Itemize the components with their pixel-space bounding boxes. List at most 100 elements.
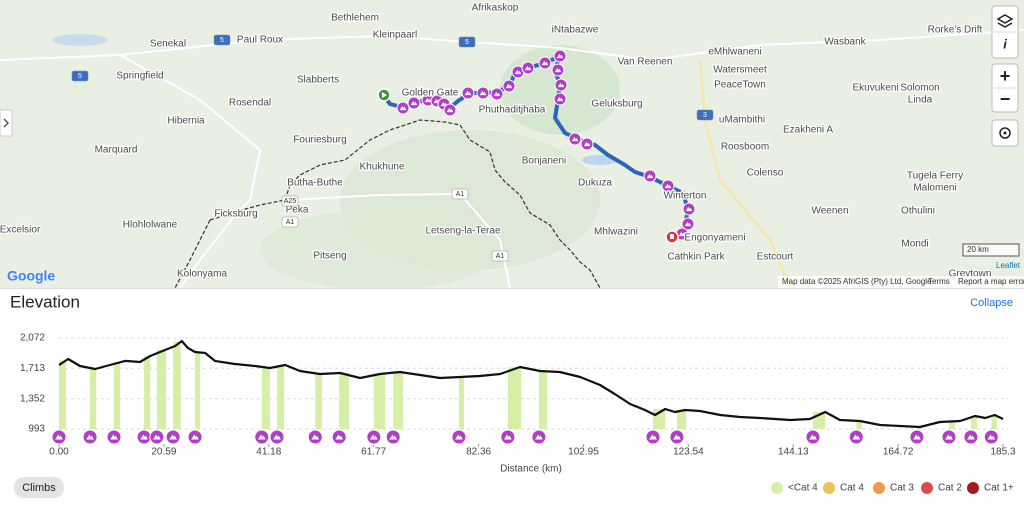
road-shield [281, 216, 299, 228]
climb-bar [195, 352, 201, 429]
place-label: Hibernia [167, 116, 205, 127]
place-label: eMhlwaneni [708, 47, 761, 58]
mountain-glyph [335, 434, 344, 440]
climb-bar [156, 349, 166, 429]
place-label: Cathkin Park [667, 252, 725, 263]
mountain-glyph [191, 434, 199, 440]
mountain-glyph [503, 434, 512, 440]
place-label: Tugela Ferry [907, 171, 963, 182]
start-marker[interactable] [377, 88, 391, 102]
zoom-in[interactable]: + [1000, 66, 1011, 86]
elevation-chart: Distance (km) 993 1,352 1,713 2,072 0.00 20.5… [20, 333, 1016, 494]
place-label: Excelsior [0, 225, 41, 236]
border [209, 119, 601, 288]
climb-bar [90, 367, 97, 429]
road [119, 54, 262, 288]
climb-bar [393, 372, 403, 429]
mountain-glyph [556, 96, 564, 102]
road-shield-label: 5 [220, 37, 224, 44]
climb-bar [970, 416, 978, 429]
zoom-out[interactable]: − [1000, 89, 1011, 109]
mountain-glyph [685, 206, 693, 212]
google-logo: Google [7, 268, 55, 284]
place-label: Afrikaskop [472, 3, 519, 14]
place-label: Geluksburg [591, 99, 642, 110]
y-tick-label: 1,352 [20, 393, 45, 404]
place-label: Ezakheni A [783, 125, 833, 136]
sidebar-toggle[interactable] [0, 109, 13, 137]
place-labels: Bethlehem Afrikaskop iNtabazwe Senekal Paul … [0, 1, 993, 281]
mountain-glyph [556, 53, 564, 59]
water [52, 34, 108, 46]
climb-bar [277, 365, 285, 429]
x-tick-label: 123.54 [673, 447, 704, 458]
climb-bar [315, 373, 322, 429]
mountain-glyph [455, 434, 463, 440]
road-shield [281, 195, 299, 207]
info-button[interactable]: i [1003, 36, 1007, 51]
place-label: iNtabazwe [552, 25, 599, 36]
mountain-glyph [505, 83, 513, 89]
mountain-glyph [514, 69, 522, 75]
climb-bar [114, 362, 121, 429]
mountain-glyph [557, 82, 565, 88]
mountain-glyph [583, 141, 591, 147]
climb-bar [339, 373, 349, 429]
mountain-glyph [571, 136, 579, 142]
end-marker[interactable] [665, 230, 679, 244]
scale-label: 20 km [967, 245, 989, 254]
mountain-glyph [110, 434, 118, 440]
climb-bar [538, 370, 548, 429]
climb-bar [856, 420, 862, 429]
mountain-glyph [464, 90, 472, 96]
elevation-line [58, 339, 1004, 429]
place-label: Dukuza [578, 178, 612, 189]
climbs-button-label: Climbs [22, 482, 56, 494]
place-label: Watersmeet [713, 65, 767, 76]
place-label: Phuthaditjhaba [479, 105, 546, 116]
road-shield-label: A1 [456, 191, 465, 198]
locate-icon [1003, 131, 1007, 135]
road-shield [213, 34, 231, 46]
mountain-glyph [524, 65, 532, 71]
mountain-glyph [273, 434, 281, 440]
place-label: uMambithi [719, 115, 765, 126]
y-tick-label: 2,072 [20, 333, 45, 344]
road-shield [696, 109, 714, 121]
mountain-glyph [809, 434, 817, 440]
place-label: Kolonyama [177, 269, 227, 280]
place-label: Mondi [901, 239, 928, 250]
report-link[interactable]: Report a map error [958, 277, 1024, 286]
place-label: Springfield [116, 71, 163, 82]
road-shield [71, 70, 89, 82]
legend-swatch [771, 482, 783, 494]
y-tick-label: 993 [28, 424, 45, 435]
leaflet-link[interactable]: Leaflet [996, 261, 1021, 270]
map[interactable]: Bethlehem Afrikaskop iNtabazwe Senekal Paul … [0, 0, 1024, 290]
mountain-glyph [678, 231, 686, 237]
terms-link[interactable]: Terms [928, 277, 950, 286]
climb-bar [676, 410, 687, 429]
scale-bar [962, 243, 1020, 257]
place-label: Paul Roux [237, 35, 283, 46]
legend-label: Cat 1+ [984, 483, 1014, 494]
mountain-glyph [424, 97, 432, 103]
terrain [260, 210, 500, 288]
mountain-glyph [684, 221, 692, 227]
climbs-button[interactable] [14, 477, 64, 498]
place-label: Mhlwazini [594, 227, 638, 238]
layers-button[interactable] [996, 14, 1014, 28]
mountain-glyph [446, 107, 454, 113]
legend-swatch [873, 482, 885, 494]
collapse-link[interactable]: Collapse [970, 297, 1013, 309]
place-label: Estcourt [757, 252, 794, 263]
mountain-glyph [541, 60, 549, 66]
mountain-glyph [673, 434, 681, 440]
mountain-glyph [945, 434, 953, 440]
place-label: Pitseng [313, 251, 346, 262]
place-label: Roosboom [721, 142, 769, 153]
mountain-glyph [646, 173, 654, 179]
x-tick-label: 82.36 [466, 447, 491, 458]
place-label: Winterton [664, 191, 707, 202]
climb-bar [948, 421, 956, 429]
